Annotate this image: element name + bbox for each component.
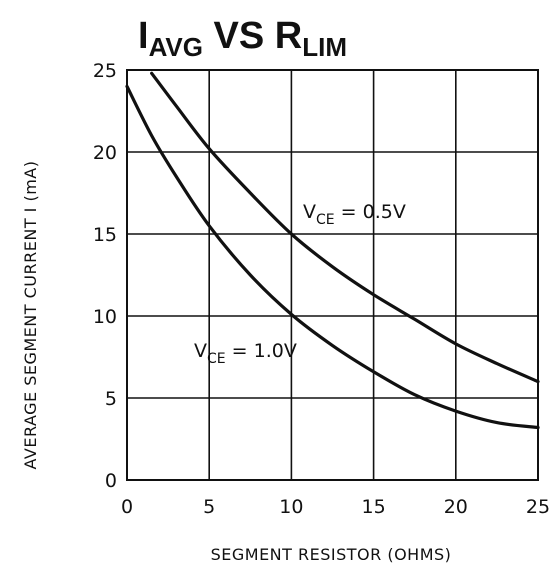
series-label-0-main: V xyxy=(303,201,316,223)
title-mid: VS xyxy=(203,15,275,57)
title-sub-1: AVG xyxy=(149,32,203,62)
y-tick-label: 20 xyxy=(93,142,117,164)
y-axis-label: AVERAGE SEGMENT CURRENT I (mA) xyxy=(21,161,40,470)
x-tick-label: 20 xyxy=(444,496,468,518)
series-label-0-sub: CE xyxy=(316,212,335,228)
y-tick-label: 5 xyxy=(105,388,117,410)
title-main-1: I xyxy=(138,15,149,57)
x-tick-label: 25 xyxy=(526,496,550,518)
y-tick-label: 25 xyxy=(93,60,117,82)
series-label-1-value: = 1.0V xyxy=(226,340,297,362)
series-label-0-value: = 0.5V xyxy=(335,201,406,223)
tick-labels: 0 5 10 15 20 25 0 5 10 15 20 25 xyxy=(93,60,550,518)
x-tick-label: 15 xyxy=(362,496,386,518)
x-tick-label: 0 xyxy=(121,496,133,518)
title-sub-2: LIM xyxy=(302,32,347,62)
series-label-0: VCE = 0.5V xyxy=(303,201,406,228)
x-tick-label: 5 xyxy=(203,496,215,518)
y-tick-label: 0 xyxy=(105,470,117,492)
series-label-1-main: V xyxy=(194,340,207,362)
series-line-0 xyxy=(150,71,540,384)
series-label-1-sub: CE xyxy=(207,351,226,367)
y-tick-label: 15 xyxy=(93,224,117,246)
series-line-1 xyxy=(125,84,540,430)
plot-frame xyxy=(126,69,539,481)
chart-title: IAVG VS RLIM xyxy=(138,15,347,62)
x-tick-label: 10 xyxy=(279,496,303,518)
grid xyxy=(127,70,538,480)
title-main-2: R xyxy=(275,15,302,57)
series-label-1: VCE = 1.0V xyxy=(194,340,297,367)
series-group xyxy=(125,71,540,430)
y-tick-label: 10 xyxy=(93,306,117,328)
x-axis-label: SEGMENT RESISTOR (OHMS) xyxy=(211,545,452,564)
